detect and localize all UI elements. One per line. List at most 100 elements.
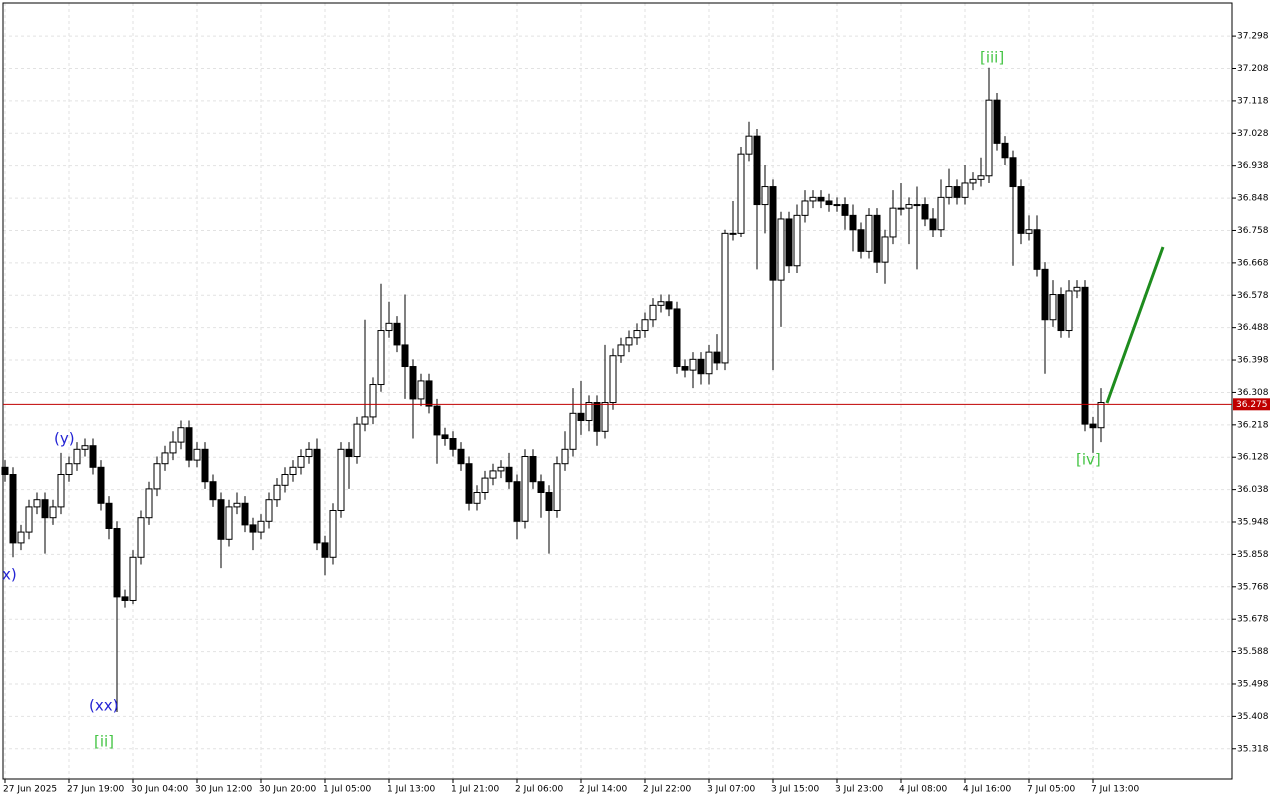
candle-body <box>329 509 337 558</box>
candle-body <box>9 474 17 544</box>
candle-body <box>145 488 153 519</box>
candle-body <box>25 506 33 533</box>
plot-frame <box>2 2 1233 780</box>
candle-body <box>73 448 81 465</box>
candle-body <box>545 491 553 511</box>
candle-body <box>385 322 393 332</box>
candle-body <box>1073 286 1081 292</box>
forecast-arrow <box>1105 246 1165 404</box>
y-tick-label: 36.128 <box>1237 453 1269 463</box>
candle-body <box>17 531 25 544</box>
candle-body <box>369 384 377 418</box>
candle-body <box>673 308 681 368</box>
candle-body <box>785 218 793 267</box>
candle-body <box>81 445 89 450</box>
candle-body <box>417 380 425 400</box>
candle-body <box>105 502 113 529</box>
candle-body <box>465 463 473 504</box>
candle-body <box>713 351 721 364</box>
current-price-box <box>1233 398 1270 411</box>
candle-body <box>473 491 481 504</box>
candle-body <box>833 204 841 207</box>
wave-label: [iii] <box>980 49 1004 67</box>
candle-body <box>121 596 129 601</box>
candle-body <box>729 232 737 235</box>
candle-body <box>985 99 993 177</box>
candle-body <box>537 481 545 493</box>
candle-body <box>505 466 513 483</box>
candle-body <box>137 517 145 558</box>
wave-label: (y) <box>54 430 75 448</box>
candle-body <box>305 448 313 458</box>
y-tick-label: 35.498 <box>1237 679 1269 689</box>
candle-body <box>233 502 241 508</box>
candle-body <box>265 499 273 522</box>
candle-body <box>817 196 825 202</box>
candle-body <box>609 355 617 404</box>
candle-body <box>961 182 969 198</box>
y-tick-label: 35.678 <box>1237 615 1269 625</box>
y-tick-label: 35.768 <box>1237 582 1269 592</box>
wave-label: (xx) <box>89 697 118 715</box>
y-tick-label: 37.208 <box>1237 64 1269 74</box>
candle-body <box>241 502 249 526</box>
candle-body <box>177 427 185 443</box>
candle-body <box>865 214 873 252</box>
candle-body <box>841 204 849 216</box>
candle-body <box>481 477 489 493</box>
x-tick-label: 2 Jul 22:00 <box>643 785 692 795</box>
candle-body <box>513 481 521 522</box>
candle-body <box>185 427 193 461</box>
candle-body <box>873 214 881 263</box>
x-tick-label: 30 Jun 04:00 <box>131 785 188 795</box>
y-tick-label: 35.408 <box>1237 712 1269 722</box>
candle-body <box>665 301 673 310</box>
candle-body <box>1089 423 1097 429</box>
candle-body <box>57 474 65 508</box>
y-tick-label: 36.308 <box>1237 388 1269 398</box>
candle-body <box>65 463 73 476</box>
y-tick-label: 36.578 <box>1237 291 1269 301</box>
candle-body <box>169 441 177 454</box>
x-tick-label: 2 Jul 14:00 <box>579 785 628 795</box>
y-tick-label: 36.668 <box>1237 258 1269 268</box>
candle-body <box>913 204 921 207</box>
candle-body <box>681 366 689 371</box>
x-tick-label: 1 Jul 13:00 <box>387 785 436 795</box>
candle-body <box>857 229 865 252</box>
candle-body <box>353 423 361 458</box>
x-tick-label: 30 Jun 12:00 <box>195 785 252 795</box>
candle-body <box>601 402 609 432</box>
candle-body <box>1025 229 1033 234</box>
candle-body <box>625 337 633 346</box>
x-tick-label: 7 Jul 13:00 <box>1091 785 1140 795</box>
candle-body <box>657 301 665 306</box>
candle-body <box>777 218 785 281</box>
candle-body <box>577 412 585 422</box>
candle-body <box>633 330 641 339</box>
candle-body <box>641 319 649 332</box>
y-tick-label: 35.858 <box>1237 550 1269 560</box>
candle-body <box>649 304 657 321</box>
x-tick-label: 4 Jul 08:00 <box>899 785 948 795</box>
x-tick-label: 27 Jun 2025 <box>3 785 57 795</box>
x-tick-label: 30 Jun 20:00 <box>259 785 316 795</box>
x-tick-label: 3 Jul 07:00 <box>707 785 756 795</box>
candle-body <box>993 99 1001 144</box>
candle-body <box>969 178 977 184</box>
candle-body <box>593 402 601 432</box>
wave-label: x) <box>2 566 17 584</box>
candle-body <box>521 456 529 522</box>
candle-body <box>1017 186 1025 234</box>
current-price-label: 36.275 <box>1236 400 1268 410</box>
candle-body <box>929 218 937 231</box>
candle-body <box>1 466 9 476</box>
x-tick-label: 27 Jun 19:00 <box>67 785 124 795</box>
candle-body <box>425 380 433 407</box>
x-tick-label: 7 Jul 05:00 <box>1027 785 1076 795</box>
candle-body <box>449 438 457 450</box>
candle-body <box>313 448 321 544</box>
candle-body <box>753 135 761 206</box>
candle-body <box>297 456 305 468</box>
